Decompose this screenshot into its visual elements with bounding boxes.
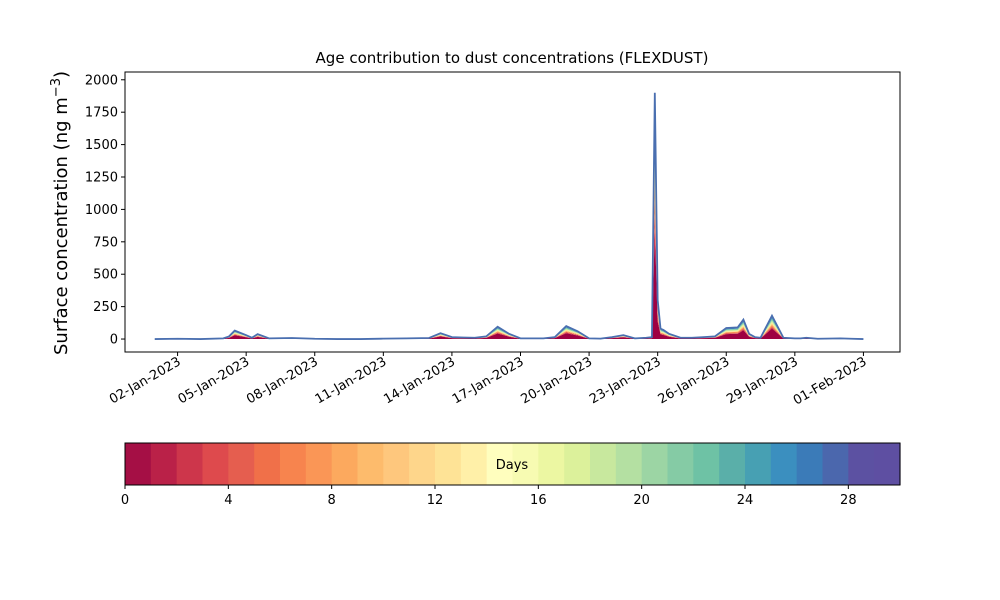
colorbar-segment-0 bbox=[125, 443, 152, 485]
colorbar-tick-label-4: 4 bbox=[224, 493, 232, 508]
y-tick-label-0: 0 bbox=[110, 333, 118, 348]
colorbar-segment-11 bbox=[409, 443, 436, 485]
age-band-7 bbox=[154, 122, 864, 340]
colorbar-segment-19 bbox=[615, 443, 643, 485]
age-band-6 bbox=[154, 137, 864, 340]
x-tick-label-3: 11-Jan-2023 bbox=[313, 354, 390, 407]
total-concentration-line bbox=[154, 92, 864, 340]
colorbar-segment-18 bbox=[590, 443, 617, 485]
age-band-5 bbox=[154, 152, 864, 340]
colorbar-tick-label-28: 28 bbox=[840, 493, 857, 508]
plot-layer bbox=[154, 92, 864, 340]
y-axis-label-superscript: −3 bbox=[49, 78, 64, 97]
age-band-8 bbox=[154, 107, 864, 340]
colorbar-segment-17 bbox=[564, 443, 591, 485]
x-tick-label-7: 23-Jan-2023 bbox=[587, 354, 664, 407]
x-tick-label-5: 17-Jan-2023 bbox=[450, 354, 527, 407]
y-tick-label-1250: 1250 bbox=[85, 171, 118, 186]
y-axis-label-main: Surface concentration (ng m bbox=[51, 97, 72, 355]
colorbar-segment-12 bbox=[435, 443, 462, 485]
colorbar-segment-1 bbox=[150, 443, 178, 485]
axes-layer: 0 250 500 750 1000 1250 1500 1750 2000 02-Jan-202… bbox=[85, 71, 901, 408]
age-band-3 bbox=[154, 183, 864, 340]
colorbar-tick-label-0: 0 bbox=[121, 493, 129, 508]
y-tick-label-1000: 1000 bbox=[85, 203, 118, 218]
colorbar-segment-23 bbox=[719, 443, 746, 485]
colorbar-label: Days bbox=[496, 458, 529, 473]
y-tick-label-250: 250 bbox=[93, 300, 118, 315]
colorbar-segment-8 bbox=[331, 443, 359, 485]
colorbar-segment-5 bbox=[254, 443, 281, 485]
y-tick-label-750: 750 bbox=[93, 235, 118, 250]
colorbar-segment-24 bbox=[745, 443, 772, 485]
chart-title: Age contribution to dust concentrations … bbox=[316, 49, 709, 67]
colorbar-segment-15 bbox=[512, 443, 539, 485]
colorbar-segment-3 bbox=[202, 443, 229, 485]
colorbar-segment-2 bbox=[176, 443, 204, 485]
x-tick-label-10: 01-Feb-2023 bbox=[791, 354, 870, 408]
y-tick-label-2000: 2000 bbox=[85, 73, 118, 88]
colorbar-segment-29 bbox=[874, 443, 901, 485]
x-tick-label-1: 05-Jan-2023 bbox=[176, 354, 253, 407]
colorbar-segment-9 bbox=[357, 443, 384, 485]
colorbar-frame bbox=[124, 442, 901, 486]
colorbar-segment-10 bbox=[383, 443, 410, 485]
x-tick-label-9: 29-Jan-2023 bbox=[724, 354, 801, 407]
x-tick-label-0: 02-Jan-2023 bbox=[107, 354, 184, 407]
x-tick-label-8: 26-Jan-2023 bbox=[656, 354, 733, 407]
age-band-2 bbox=[154, 198, 864, 340]
x-tick-label-2: 08-Jan-2023 bbox=[244, 354, 321, 407]
colorbar-segment-4 bbox=[228, 443, 255, 485]
colorbar-tick-label-16: 16 bbox=[530, 493, 547, 508]
colorbar-tick-label-24: 24 bbox=[737, 493, 754, 508]
y-tick-label-1750: 1750 bbox=[85, 106, 118, 121]
colorbar-segment-16 bbox=[538, 443, 565, 485]
colorbar-segment-26 bbox=[796, 443, 824, 485]
colorbar-segment-25 bbox=[770, 443, 798, 485]
colorbar-segment-22 bbox=[693, 443, 720, 485]
colorbar-tick-label-8: 8 bbox=[328, 493, 336, 508]
colorbar-segment-13 bbox=[460, 443, 488, 485]
age-band-4 bbox=[154, 168, 864, 340]
x-tick-label-6: 20-Jan-2023 bbox=[518, 354, 595, 407]
plot-frame bbox=[124, 71, 901, 353]
colorbar-segment-27 bbox=[822, 443, 849, 485]
colorbar-segment-21 bbox=[667, 443, 694, 485]
colorbar-segment-28 bbox=[848, 443, 875, 485]
y-axis-label-close: ) bbox=[51, 71, 72, 78]
colorbar-segment-14 bbox=[486, 443, 514, 485]
colorbar-segment-20 bbox=[641, 443, 669, 485]
x-tick-label-4: 14-Jan-2023 bbox=[381, 354, 458, 407]
colorbar-segment-6 bbox=[280, 443, 307, 485]
colorbar-segment-7 bbox=[305, 443, 333, 485]
colorbar: 0 4 8 12 16 20 24 28 bbox=[121, 442, 901, 508]
age-band-0 bbox=[154, 228, 864, 340]
y-tick-label-500: 500 bbox=[93, 268, 118, 283]
colorbar-tick-label-12: 12 bbox=[427, 493, 444, 508]
y-tick-label-1500: 1500 bbox=[85, 138, 118, 153]
age-band-9 bbox=[154, 92, 864, 340]
colorbar-tick-label-20: 20 bbox=[633, 493, 650, 508]
age-band-1 bbox=[154, 213, 864, 340]
y-axis-label: Surface concentration (ng m−3) bbox=[49, 71, 72, 355]
